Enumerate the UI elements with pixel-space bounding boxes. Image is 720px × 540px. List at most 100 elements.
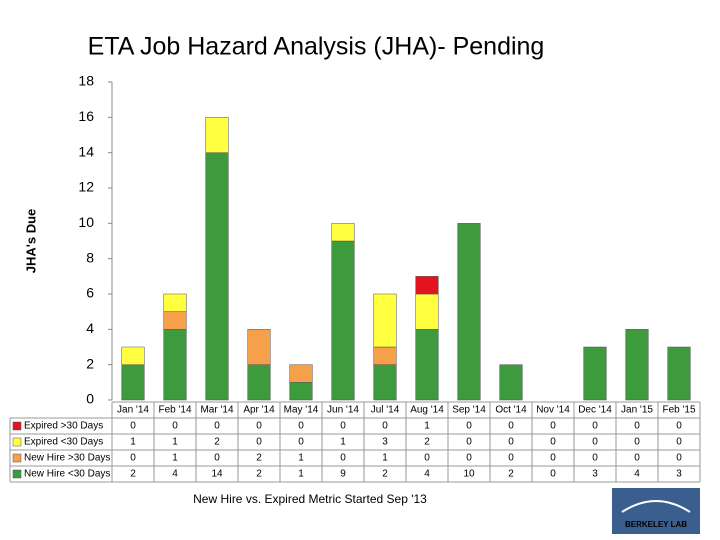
table-value: 0: [676, 421, 682, 432]
table-value: 0: [634, 437, 640, 448]
table-value: 0: [466, 453, 472, 464]
y-tick-label: 2: [86, 355, 94, 371]
legend-label: Expired <30 Days: [24, 437, 103, 448]
table-value: 1: [172, 437, 178, 448]
table-value: 1: [298, 453, 304, 464]
table-value: 4: [172, 469, 178, 480]
bar-segment: [289, 382, 313, 401]
table-value: 0: [424, 453, 430, 464]
logo-text: BERKELEY LAB: [625, 520, 687, 529]
table-value: 3: [676, 469, 682, 480]
table-value: 0: [592, 437, 598, 448]
x-tick-label: Apr '14: [243, 405, 275, 416]
bar-segment: [121, 364, 145, 401]
table-value: 0: [466, 437, 472, 448]
x-tick-label: Sep '14: [452, 405, 486, 416]
table-value: 3: [592, 469, 598, 480]
legend-swatch: [12, 421, 22, 431]
y-tick-label: 16: [78, 108, 94, 124]
table-value: 4: [424, 469, 430, 480]
bar-segment: [163, 329, 187, 401]
y-tick-label: 6: [86, 285, 94, 301]
table-value: 3: [382, 437, 388, 448]
y-tick-label: 8: [86, 249, 94, 265]
table-value: 0: [550, 453, 556, 464]
table-value: 0: [130, 421, 136, 432]
x-tick-label: Jan '14: [117, 405, 149, 416]
table-value: 0: [214, 421, 220, 432]
legend-label: Expired >30 Days: [24, 421, 103, 432]
table-value: 0: [298, 437, 304, 448]
table-value: 9: [340, 469, 346, 480]
table-value: 2: [130, 469, 136, 480]
table-value: 2: [424, 437, 430, 448]
x-tick-label: Dec '14: [578, 405, 612, 416]
bar-segment: [205, 117, 229, 153]
logo-box: [612, 488, 700, 534]
legend-swatch: [12, 469, 22, 479]
table-value: 0: [382, 421, 388, 432]
bar-segment: [415, 329, 439, 401]
table-value: 0: [676, 437, 682, 448]
table-value: 2: [256, 469, 262, 480]
table-value: 0: [466, 421, 472, 432]
table-value: 0: [550, 437, 556, 448]
x-tick-label: Jun '14: [327, 405, 359, 416]
table-value: 14: [211, 469, 223, 480]
table-value: 0: [550, 421, 556, 432]
bar-segment: [163, 293, 187, 312]
table-value: 0: [634, 453, 640, 464]
bar-segment: [163, 311, 187, 330]
table-value: 0: [172, 421, 178, 432]
chart-title: ETA Job Hazard Analysis (JHA)- Pending: [88, 33, 545, 61]
x-tick-label: Feb '14: [158, 405, 191, 416]
table-value: 0: [550, 469, 556, 480]
bar-segment: [415, 293, 439, 330]
table-value: 2: [508, 469, 514, 480]
x-tick-label: Jul '14: [371, 405, 400, 416]
table-value: 0: [298, 421, 304, 432]
table-value: 1: [340, 437, 346, 448]
bar-segment: [205, 152, 229, 401]
x-tick-label: Jan '15: [621, 405, 653, 416]
x-tick-label: May '14: [284, 405, 319, 416]
y-tick-label: 0: [86, 391, 94, 407]
bar-segment: [583, 346, 607, 401]
y-tick-label: 18: [78, 73, 94, 89]
y-tick-label: 12: [78, 179, 94, 195]
y-tick-label: 10: [78, 214, 94, 230]
bar-segment: [121, 346, 145, 365]
table-value: 2: [382, 469, 388, 480]
y-axis-label: JHA's Due: [23, 209, 38, 274]
bar-segment: [331, 240, 355, 401]
table-value: 0: [256, 421, 262, 432]
x-tick-label: Oct '14: [495, 405, 527, 416]
table-value: 1: [172, 453, 178, 464]
table-value: 2: [214, 437, 220, 448]
table-value: 0: [340, 453, 346, 464]
table-value: 10: [463, 469, 475, 480]
table-value: 0: [634, 421, 640, 432]
legend-swatch: [12, 437, 22, 447]
x-tick-label: Mar '14: [200, 405, 233, 416]
bar-segment: [247, 364, 271, 401]
y-tick-label: 14: [78, 143, 94, 159]
bar-segment: [247, 329, 271, 365]
x-tick-label: Aug '14: [410, 405, 444, 416]
logo-arc: [621, 500, 691, 513]
x-tick-label: Feb '15: [662, 405, 695, 416]
bar-segment: [373, 346, 397, 365]
table-value: 0: [508, 421, 514, 432]
bar-segment: [373, 293, 397, 348]
y-tick-label: 4: [86, 320, 94, 336]
table-value: 0: [508, 453, 514, 464]
table-value: 4: [634, 469, 640, 480]
table-value: 1: [130, 437, 136, 448]
table-value: 0: [340, 421, 346, 432]
bar-segment: [625, 329, 649, 401]
table-value: 0: [592, 421, 598, 432]
x-tick-label: Nov '14: [536, 405, 570, 416]
bar-segment: [373, 364, 397, 401]
table-value: 0: [214, 453, 220, 464]
